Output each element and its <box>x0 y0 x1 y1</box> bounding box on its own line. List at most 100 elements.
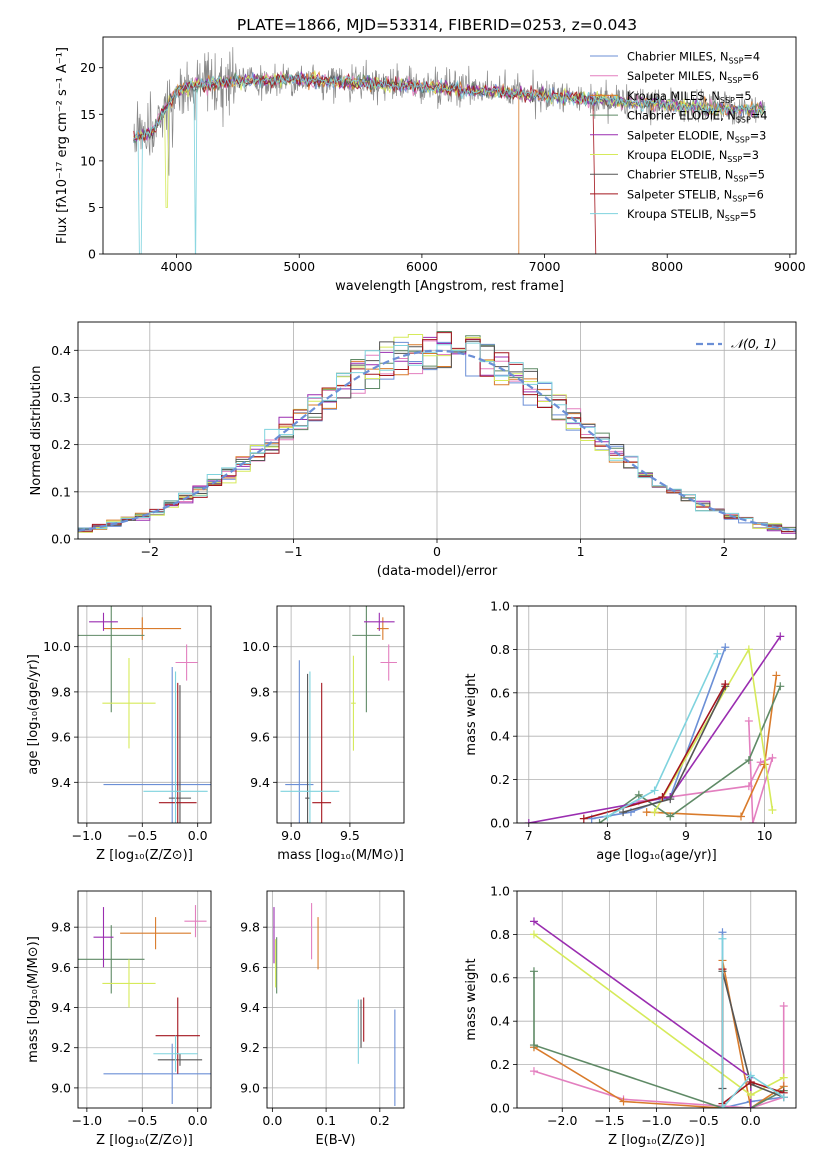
y-tick-label: 9.6 <box>250 730 270 745</box>
error-bar-8 <box>143 671 208 823</box>
mass-weight-marker <box>713 649 722 658</box>
massweight_vs_Z-chart: −2.0 −1.5 −1.0 −0.5 0.0 0.0 0.2 0.4 0.6 0.8 1.0 Z [… <box>464 884 797 1148</box>
mass-weight-marker <box>721 680 730 689</box>
y-tick-label: 1.0 <box>490 599 510 614</box>
mass-weight-line-4 <box>528 635 781 823</box>
figure-title: PLATE=1866, MJD=53314, FIBERID=0253, z=0… <box>237 16 637 34</box>
x-tick-label: −1.0 <box>72 828 102 843</box>
mass-weight-line-3 <box>533 971 785 1108</box>
mass-weight-marker <box>524 819 533 823</box>
error-bar-2 <box>103 617 182 640</box>
mass-weight-marker <box>666 795 675 804</box>
age_vs_mass-chart: 9.0 9.5 9.4 9.6 9.8 10.0 mass [log₁₀(M/M⊙)] <box>242 605 405 863</box>
x-tick-label: 0.0 <box>741 1113 761 1128</box>
x-tick-label: 1 <box>577 544 585 559</box>
mass-weight-marker <box>619 808 628 817</box>
error-bar-2 <box>376 617 389 640</box>
mass-weight-line-1 <box>533 1006 785 1108</box>
y-tick-label: 9.8 <box>250 684 270 699</box>
x-tick-label: −1.5 <box>594 1113 624 1128</box>
x-tick-label: −0.5 <box>688 1113 718 1128</box>
massweight_vs_Z-plot-area <box>529 917 788 1108</box>
mass-weight-marker <box>746 1071 755 1080</box>
mass-weight-line-6 <box>721 971 784 1098</box>
mass-weight-marker <box>619 1097 628 1106</box>
massweight_vs_age-plot-area <box>524 632 785 823</box>
model-spectrum-6 <box>133 70 766 142</box>
axes-frame <box>276 605 405 824</box>
y-tick-label: 0.6 <box>490 970 510 985</box>
histogram-7 <box>78 332 796 539</box>
error-bar-3 <box>78 925 145 994</box>
y-tick-label: 0.0 <box>490 1101 510 1116</box>
x-tick-label: 0.0 <box>188 1113 208 1128</box>
mass-weight-marker <box>529 967 538 976</box>
y-axis-label: mass [log₁₀(M/M⊙)] <box>26 936 41 1063</box>
y-tick-label: 0.0 <box>51 532 71 547</box>
mass-weight-marker <box>748 819 757 823</box>
axes-frame <box>77 605 212 824</box>
mass-weight-line-1 <box>638 720 774 823</box>
x-tick-label: −2.0 <box>547 1113 577 1128</box>
x-tick-label: −1.0 <box>72 1113 102 1128</box>
mass-weight-marker <box>650 786 659 795</box>
mass-weight-marker <box>779 1073 788 1082</box>
mass-weight-marker <box>746 1104 755 1108</box>
error-bar-6 <box>305 673 310 823</box>
x-tick-label: −2 <box>141 544 159 559</box>
mass-weight-marker <box>529 1041 538 1050</box>
error-bar-4 <box>93 907 114 968</box>
legend-entry: Kroupa MILES, NSSP=5 <box>627 90 752 105</box>
mass-weight-line-0 <box>591 646 727 820</box>
legend-entry: Chabrier STELIB, NSSP=5 <box>627 169 765 184</box>
axes-frame <box>102 36 797 255</box>
mass-weight-line-3 <box>599 685 782 823</box>
legend-entry: Kroupa ELODIE, NSSP=3 <box>627 149 759 164</box>
mass-weight-marker <box>718 934 727 943</box>
model-spectrum-7 <box>133 72 597 254</box>
x-tick-label: 9 <box>682 828 690 843</box>
mass-weight-marker <box>579 814 588 823</box>
y-tick-label: 9.2 <box>240 1040 260 1055</box>
y-tick-label: 10 <box>80 153 96 168</box>
y-tick-label: 9.0 <box>51 1080 71 1095</box>
legend-entry: Salpeter STELIB, NSSP=6 <box>627 188 764 203</box>
mass-weight-marker <box>650 808 659 817</box>
x-tick-label: 5000 <box>283 259 315 274</box>
x-axis-label: E(B-V) <box>315 1133 355 1148</box>
axes-frame <box>77 321 797 540</box>
mass-weight-marker <box>776 682 785 691</box>
x-tick-label: −1.0 <box>641 1113 671 1128</box>
mass-weight-marker <box>772 671 781 680</box>
error-bar-5 <box>102 657 156 749</box>
mass_vs_Z-chart: −1.0 −0.5 0.0 9.0 9.2 9.4 9.6 9.8 Z [log₁₀(Z/Z⊙)… <box>26 890 212 1148</box>
mass-weight-marker <box>744 717 753 726</box>
mass-weight-marker <box>595 819 604 823</box>
error-bar-6 <box>157 1053 203 1066</box>
error-bar-7 <box>158 682 197 823</box>
mass-weight-marker <box>666 812 675 821</box>
spectrum-plot-area <box>133 47 766 254</box>
error-bar-0 <box>285 660 314 823</box>
y-tick-label: 10.0 <box>242 639 270 654</box>
y-tick-label: 1.0 <box>490 884 510 899</box>
error-bar-4 <box>89 612 118 631</box>
spectrum-legend: Chabrier MILES, NSSP=4 Salpeter MILES, NS… <box>590 51 767 223</box>
error-bar-8 <box>280 671 340 823</box>
x-axis-label: mass [log₁₀(M/M⊙)] <box>277 848 404 863</box>
y-tick-label: 0.4 <box>490 729 510 744</box>
x-tick-label: 0.0 <box>262 1113 282 1128</box>
y-tick-label: 0.2 <box>51 437 71 452</box>
mass-weight-marker <box>746 1090 755 1099</box>
legend-entry: Chabrier ELODIE, NSSP=4 <box>627 110 767 125</box>
error-bar-3 <box>352 606 381 713</box>
mass_vs_Z-plot-area <box>78 905 211 1104</box>
error-bar-1 <box>175 644 198 681</box>
x-tick-label: 6000 <box>406 259 438 274</box>
legend-entry: Kroupa STELIB, NSSP=5 <box>627 208 756 223</box>
x-tick-label: 0.0 <box>188 828 208 843</box>
error-bar-1 <box>380 644 397 681</box>
mass-weight-line-5 <box>533 933 785 1096</box>
x-tick-label: 10 <box>757 828 773 843</box>
